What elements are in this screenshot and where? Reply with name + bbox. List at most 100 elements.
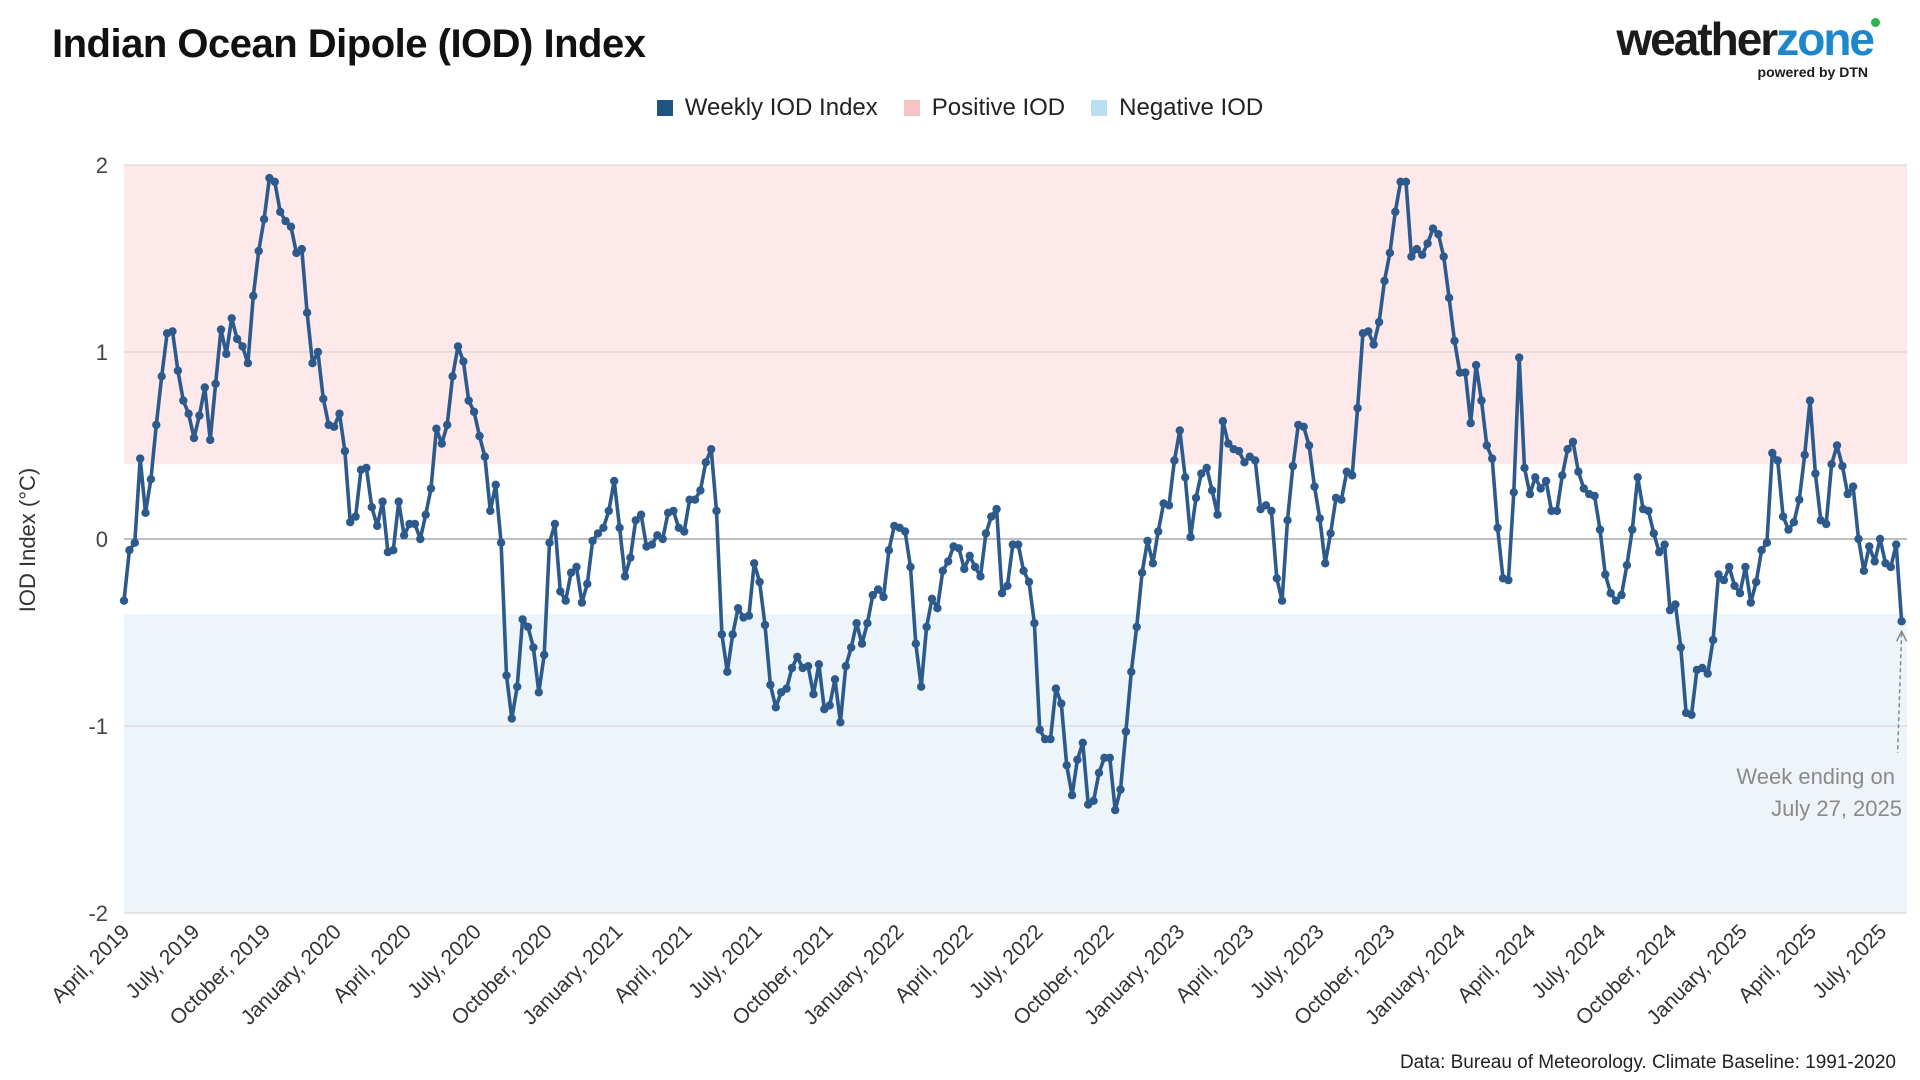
data-point: [1563, 445, 1572, 454]
data-point: [583, 579, 592, 589]
data-point: [1234, 446, 1244, 456]
data-point: [1014, 540, 1023, 549]
data-point: [523, 622, 533, 632]
data-point: [717, 630, 727, 639]
data-point: [1428, 224, 1438, 233]
data-point: [469, 407, 479, 416]
data-point: [184, 409, 193, 418]
data-point: [1854, 534, 1863, 544]
data-point: [152, 420, 161, 430]
data-point: [793, 652, 802, 661]
data-point: [502, 671, 511, 680]
data-point: [987, 512, 996, 521]
x-tick-label: April, 2019: [47, 920, 134, 1007]
data-point: [927, 594, 937, 603]
data-point: [707, 445, 716, 454]
data-point: [1741, 562, 1750, 572]
data-point: [863, 619, 872, 628]
data-point: [518, 615, 527, 624]
data-point: [507, 714, 516, 723]
data-point: [1649, 529, 1659, 538]
data-point: [884, 546, 894, 555]
data-point: [1488, 454, 1497, 463]
data-point: [1714, 570, 1723, 579]
data-point: [146, 475, 156, 484]
data-point: [1315, 514, 1325, 523]
data-point: [933, 604, 942, 613]
data-point: [119, 596, 129, 605]
data-point: [1822, 519, 1831, 529]
data-point: [1175, 426, 1185, 435]
data-point: [394, 497, 403, 506]
data-point: [782, 684, 791, 693]
data-point: [1525, 489, 1535, 499]
data-point: [1838, 461, 1847, 471]
data-point: [200, 383, 209, 392]
x-tick-label: July, 2025: [1808, 920, 1891, 1003]
data-point: [620, 572, 630, 581]
data-point: [1127, 667, 1136, 676]
data-point: [857, 639, 867, 648]
data-point: [588, 536, 597, 546]
data-point: [1154, 527, 1163, 536]
legend-item-negative[interactable]: Negative IOD: [1091, 94, 1263, 122]
data-point: [453, 342, 463, 351]
data-point: [803, 662, 813, 671]
data-point: [157, 372, 166, 381]
data-point: [1622, 561, 1632, 570]
data-point: [1348, 471, 1357, 480]
data-point: [1310, 482, 1319, 491]
data-point: [378, 497, 387, 506]
data-point: [1024, 577, 1034, 587]
data-point: [373, 521, 382, 531]
data-point: [690, 495, 700, 504]
data-point: [744, 611, 754, 620]
data-point: [1805, 396, 1815, 405]
data-point: [1380, 276, 1389, 286]
data-point: [911, 639, 920, 648]
data-point: [1181, 473, 1190, 482]
data-point: [750, 559, 759, 568]
data-point: [1121, 727, 1131, 736]
data-point: [1073, 755, 1082, 764]
data-point: [211, 379, 220, 388]
data-point: [1870, 557, 1879, 566]
legend-item-weekly[interactable]: Weekly IOD Index: [656, 94, 878, 122]
data-point: [136, 454, 145, 463]
data-point: [1568, 437, 1578, 446]
data-point: [1364, 327, 1373, 336]
data-point: [1434, 230, 1443, 239]
data-point: [227, 314, 236, 323]
data-point: [367, 503, 376, 512]
data-point: [1251, 456, 1260, 465]
data-point: [259, 215, 269, 224]
data-point: [1644, 506, 1653, 516]
data-point: [873, 585, 883, 594]
data-point: [1725, 562, 1734, 572]
data-point: [410, 519, 420, 529]
data-point: [1337, 495, 1346, 504]
data-point: [787, 663, 797, 673]
data-point: [486, 506, 495, 516]
data-point: [1752, 577, 1761, 587]
data-point: [906, 562, 915, 572]
data-point: [1111, 805, 1120, 815]
data-point: [1385, 248, 1395, 258]
data-point: [1875, 534, 1885, 544]
data-point: [1579, 484, 1589, 493]
data-point: [206, 435, 215, 445]
data-point: [960, 564, 969, 574]
data-point: [566, 568, 576, 577]
data-point: [448, 372, 457, 381]
data-source-note: Data: Bureau of Meteorology. Climate Bas…: [1399, 1052, 1896, 1073]
logo-dot-icon: [1871, 18, 1880, 27]
data-point: [825, 701, 834, 710]
data-point: [1719, 575, 1729, 585]
legend-item-positive[interactable]: Positive IOD: [903, 94, 1065, 122]
data-point: [319, 394, 328, 403]
data-point: [1843, 489, 1852, 499]
data-point: [432, 424, 441, 433]
data-point: [970, 562, 980, 572]
data-point: [981, 529, 991, 538]
data-point: [1504, 575, 1513, 585]
